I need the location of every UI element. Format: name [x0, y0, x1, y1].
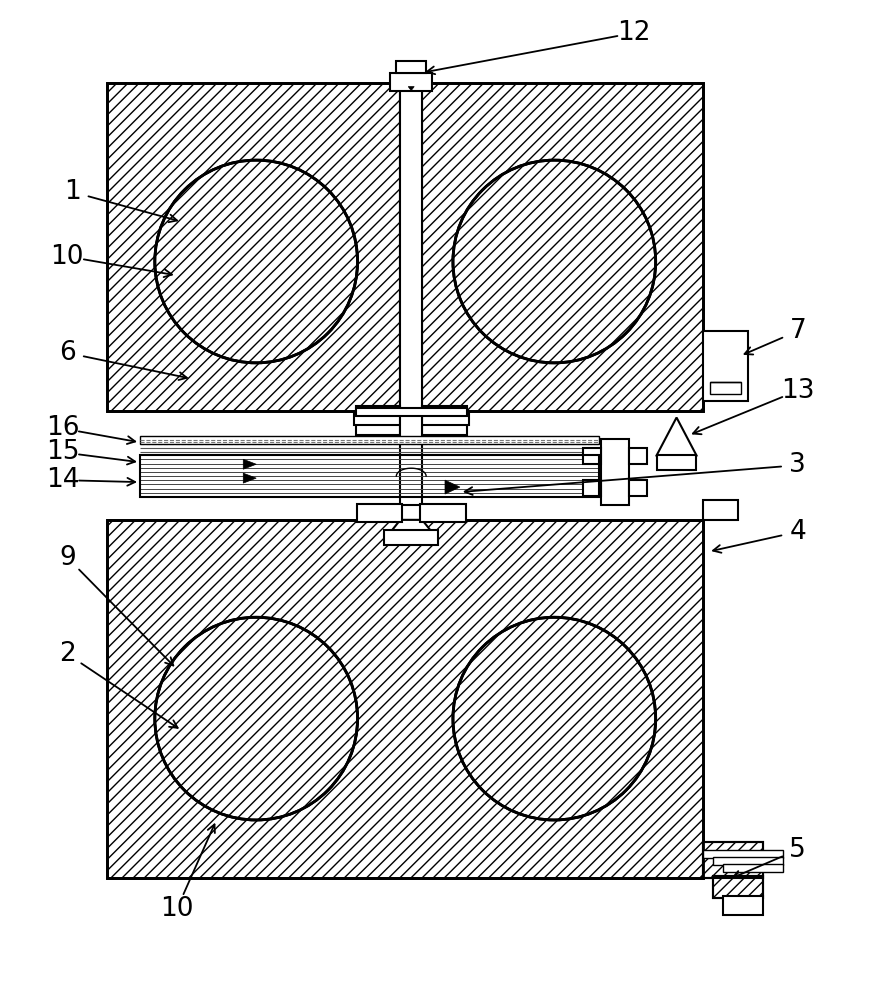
Text: 5: 5: [789, 837, 806, 863]
Bar: [422, 414, 469, 425]
Polygon shape: [243, 459, 256, 469]
Bar: [400, 411, 422, 520]
Circle shape: [453, 160, 656, 363]
Bar: [391, 73, 432, 91]
Text: 15: 15: [45, 439, 79, 465]
Bar: [703, 850, 783, 858]
Bar: [396, 61, 426, 73]
Bar: [703, 842, 763, 878]
Text: 12: 12: [617, 20, 651, 46]
Bar: [107, 520, 703, 878]
Bar: [400, 83, 422, 411]
Text: 10: 10: [160, 896, 193, 922]
Bar: [357, 504, 402, 522]
Text: 9: 9: [59, 545, 76, 571]
Bar: [107, 83, 703, 411]
Text: 2: 2: [59, 641, 76, 667]
Bar: [629, 448, 647, 464]
Polygon shape: [388, 520, 434, 535]
Bar: [703, 842, 763, 878]
Polygon shape: [243, 473, 256, 483]
Bar: [107, 83, 703, 411]
Bar: [140, 436, 599, 444]
Bar: [353, 414, 401, 425]
Polygon shape: [657, 418, 696, 455]
Bar: [601, 439, 629, 505]
Bar: [657, 455, 696, 470]
Bar: [724, 896, 763, 915]
Bar: [384, 530, 438, 545]
Bar: [710, 382, 741, 394]
Text: 14: 14: [45, 467, 79, 493]
Bar: [140, 455, 599, 497]
Bar: [629, 480, 647, 496]
Bar: [420, 504, 465, 522]
Bar: [583, 448, 601, 464]
Bar: [713, 876, 763, 898]
Bar: [356, 406, 400, 435]
Bar: [400, 83, 422, 411]
Text: 13: 13: [781, 378, 814, 404]
Circle shape: [453, 617, 656, 820]
Bar: [583, 480, 601, 496]
Bar: [713, 876, 763, 898]
Polygon shape: [409, 87, 414, 91]
Bar: [724, 864, 783, 872]
Polygon shape: [445, 480, 460, 494]
Text: 10: 10: [51, 244, 85, 270]
Bar: [384, 505, 438, 520]
Text: 3: 3: [789, 452, 806, 478]
Circle shape: [155, 160, 358, 363]
Text: 1: 1: [64, 179, 81, 205]
Text: 16: 16: [45, 415, 79, 441]
Bar: [713, 857, 783, 865]
Bar: [107, 520, 703, 878]
Text: 6: 6: [59, 340, 76, 366]
Text: 7: 7: [789, 318, 806, 344]
Bar: [422, 406, 467, 435]
Circle shape: [155, 617, 358, 820]
Bar: [703, 500, 738, 520]
Bar: [400, 83, 422, 411]
Bar: [356, 408, 467, 416]
Bar: [703, 331, 748, 401]
Text: 4: 4: [789, 519, 806, 545]
